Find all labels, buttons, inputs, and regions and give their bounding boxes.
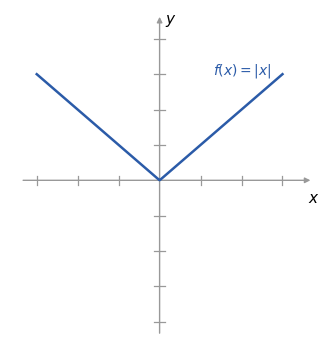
Text: y: y <box>166 12 175 27</box>
Text: $f(x) = |x|$: $f(x) = |x|$ <box>213 62 272 80</box>
Text: x: x <box>309 191 318 206</box>
